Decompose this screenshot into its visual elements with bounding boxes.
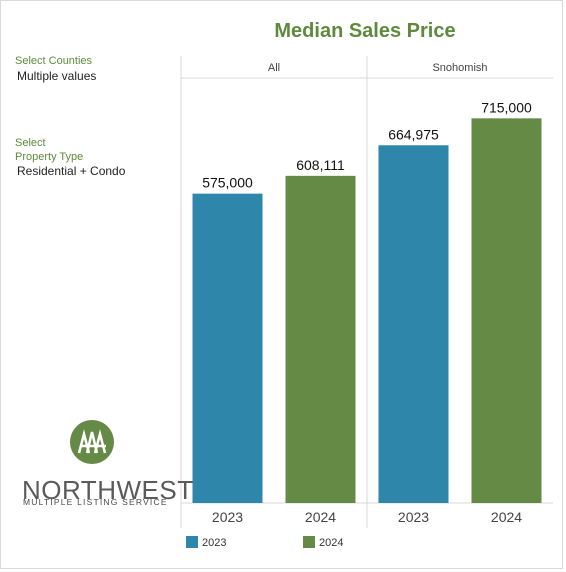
logo-trees-icon: [77, 429, 107, 454]
data-label: 715,000: [481, 99, 532, 115]
property-type-filter-label-line1: Select: [15, 137, 46, 149]
chart-title: Median Sales Price: [274, 20, 456, 42]
property-type-filter-label-line2: Property Type: [15, 151, 84, 163]
counties-filter-label: Select Counties: [15, 55, 93, 67]
logo-circle-icon: [70, 420, 114, 464]
logo-wordmark: NORTHWEST: [22, 475, 194, 505]
legend-swatch-2023: [186, 536, 198, 548]
nwmls-logo: [70, 420, 114, 464]
legend-item-2023[interactable]: 2023: [186, 536, 226, 549]
legend-item-2024[interactable]: 2024: [303, 536, 343, 549]
data-label: 664,975: [388, 126, 439, 142]
x-tick-label: 2023: [212, 509, 243, 525]
x-tick-label: 2024: [491, 509, 522, 525]
data-label: 575,000: [202, 175, 253, 191]
bar-all-2024[interactable]: [285, 175, 356, 503]
bar-all-2023[interactable]: [192, 193, 263, 503]
x-tick-label: 2023: [398, 509, 429, 525]
group-header-label: Snohomish: [432, 62, 487, 74]
data-label: 608,111: [296, 157, 345, 173]
group-header-label: All: [268, 62, 280, 74]
logo-subtext: MULTIPLE LISTING SERVICE: [23, 497, 168, 507]
x-tick-label: 2024: [305, 509, 336, 525]
legend-label-2024: 2024: [319, 537, 344, 549]
property-type-filter-value[interactable]: Residential + Condo: [17, 164, 126, 178]
bar-snohomish-2023[interactable]: [378, 145, 449, 503]
counties-filter-value[interactable]: Multiple values: [17, 69, 97, 83]
legend-swatch-2024: [303, 536, 315, 548]
bar-snohomish-2024[interactable]: [471, 118, 542, 504]
legend-label-2023: 2023: [202, 537, 227, 549]
